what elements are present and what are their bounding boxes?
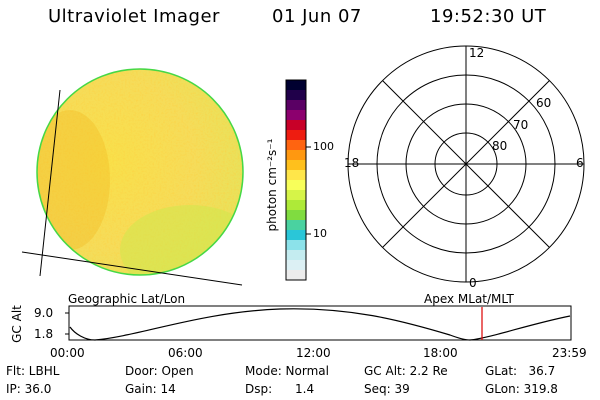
x-tick-2359: 23:59 (552, 346, 587, 360)
instrument-title: Ultraviolet Imager (48, 6, 220, 27)
colorbar-swatch (286, 120, 306, 131)
apex-title: Apex MLat/MLT (424, 292, 514, 306)
colorbar-swatch (286, 220, 306, 231)
colorbar-swatch (286, 100, 306, 111)
colorbar-swatch (286, 170, 306, 181)
mlt-label-noon: 12 (469, 46, 485, 60)
door-info: Door: Open (125, 364, 194, 378)
colorbar-swatch (286, 250, 306, 261)
colorbar-swatch (286, 130, 306, 141)
colorbar-swatch (286, 200, 306, 211)
mlt-label-midnight: 0 (469, 276, 477, 290)
altitude-curve (69, 308, 571, 341)
x-tick-0600: 06:00 (168, 346, 203, 360)
colorbar-swatch (286, 270, 306, 281)
geographic-title: Geographic Lat/Lon (68, 292, 186, 306)
orbit-altitude-plot (65, 305, 572, 341)
colorbar-swatch (286, 160, 306, 171)
gain-info: Gain: 14 (125, 382, 176, 396)
polar-mlt-grid (347, 45, 585, 283)
colorbar-frame (285, 79, 307, 281)
colorbar-swatch (286, 230, 306, 241)
colorbar-swatch (286, 240, 306, 251)
mlt-label-dawn: 6 (576, 156, 584, 170)
earth-limb (36, 68, 244, 276)
colorbar-swatch (286, 140, 306, 151)
ip-info: IP: 36.0 (6, 382, 52, 396)
x-tick-1200: 12:00 (296, 346, 331, 360)
colorbar-swatch (286, 180, 306, 191)
lat-label-80: 80 (492, 139, 508, 153)
glat-info: GLat: 36.7 (485, 364, 556, 378)
orbit-y-tick-low: 1.8 (34, 327, 54, 341)
orbit-y-axis-label: GC Alt (10, 305, 24, 343)
colorbar-tick-100: 100 (313, 140, 334, 153)
colorbar-tick-10: 10 (313, 227, 327, 240)
colorbar-swatch (286, 80, 306, 91)
lat-label-70: 70 (513, 118, 529, 132)
observation-date: 01 Jun 07 (272, 6, 362, 27)
observation-time: 19:52:30 UT (430, 6, 547, 27)
mlt-label-dusk: 18 (344, 156, 360, 170)
colorbar-swatch (286, 110, 306, 121)
latitude-line (21, 251, 243, 286)
colorbar-units-label: photon cm⁻²s⁻¹ (265, 138, 279, 232)
colorbar-swatch (286, 90, 306, 101)
glon-info: GLon: 319.8 (485, 382, 558, 396)
auroral-image-disk (21, 68, 244, 286)
colorbar-swatch (286, 190, 306, 201)
meridian-line (39, 89, 61, 277)
seq-info: Seq: 39 (364, 382, 410, 396)
gc-alt-info: GC Alt: 2.2 Re (364, 364, 448, 378)
intensity-colorbar (285, 79, 307, 281)
x-tick-1800: 18:00 (423, 346, 458, 360)
mode-info: Mode: Normal (245, 364, 329, 378)
lat-label-60: 60 (536, 96, 552, 110)
colorbar-swatch (286, 210, 306, 221)
orbit-y-tick-high: 9.0 (34, 306, 54, 320)
dsp-info: Dsp: 1.4 (245, 382, 315, 396)
x-tick-0000: 00:00 (50, 346, 85, 360)
colorbar-swatch (286, 260, 306, 271)
colorbar-swatch (286, 150, 306, 161)
filter-info: Flt: LBHL (6, 364, 60, 378)
